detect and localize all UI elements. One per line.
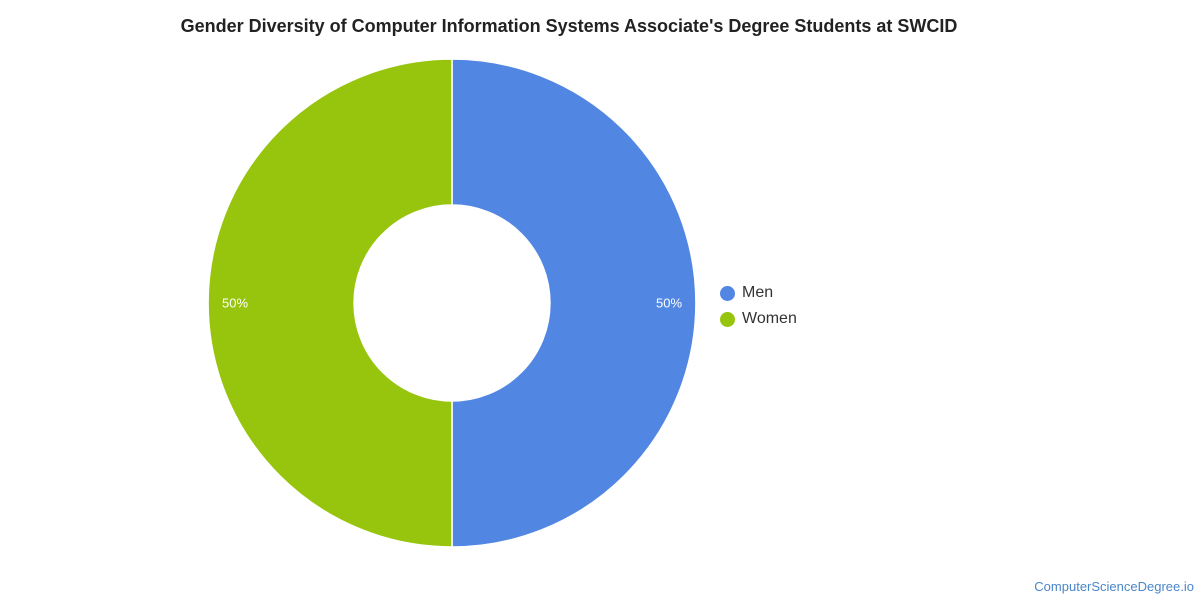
donut-slice-labels: 50% 50% xyxy=(222,296,682,311)
legend-swatch-men xyxy=(720,285,735,301)
legend-item-women[interactable]: Women xyxy=(720,306,797,332)
legend-swatch-women xyxy=(720,311,735,327)
donut-slice-women[interactable] xyxy=(207,58,453,548)
slice-label-men: 50% xyxy=(656,296,682,311)
legend-item-men[interactable]: Men xyxy=(720,280,797,306)
legend-label-women: Women xyxy=(742,310,797,327)
donut-slices xyxy=(207,58,697,548)
donut-slice-men[interactable] xyxy=(451,58,697,548)
source-credit-link[interactable]: ComputerScienceDegree.io xyxy=(1034,579,1194,594)
slice-label-women: 50% xyxy=(222,296,248,311)
legend-label-men: Men xyxy=(742,284,774,301)
chart-title: Gender Diversity of Computer Information… xyxy=(180,16,958,36)
chart-legend: Men Women xyxy=(720,280,797,332)
